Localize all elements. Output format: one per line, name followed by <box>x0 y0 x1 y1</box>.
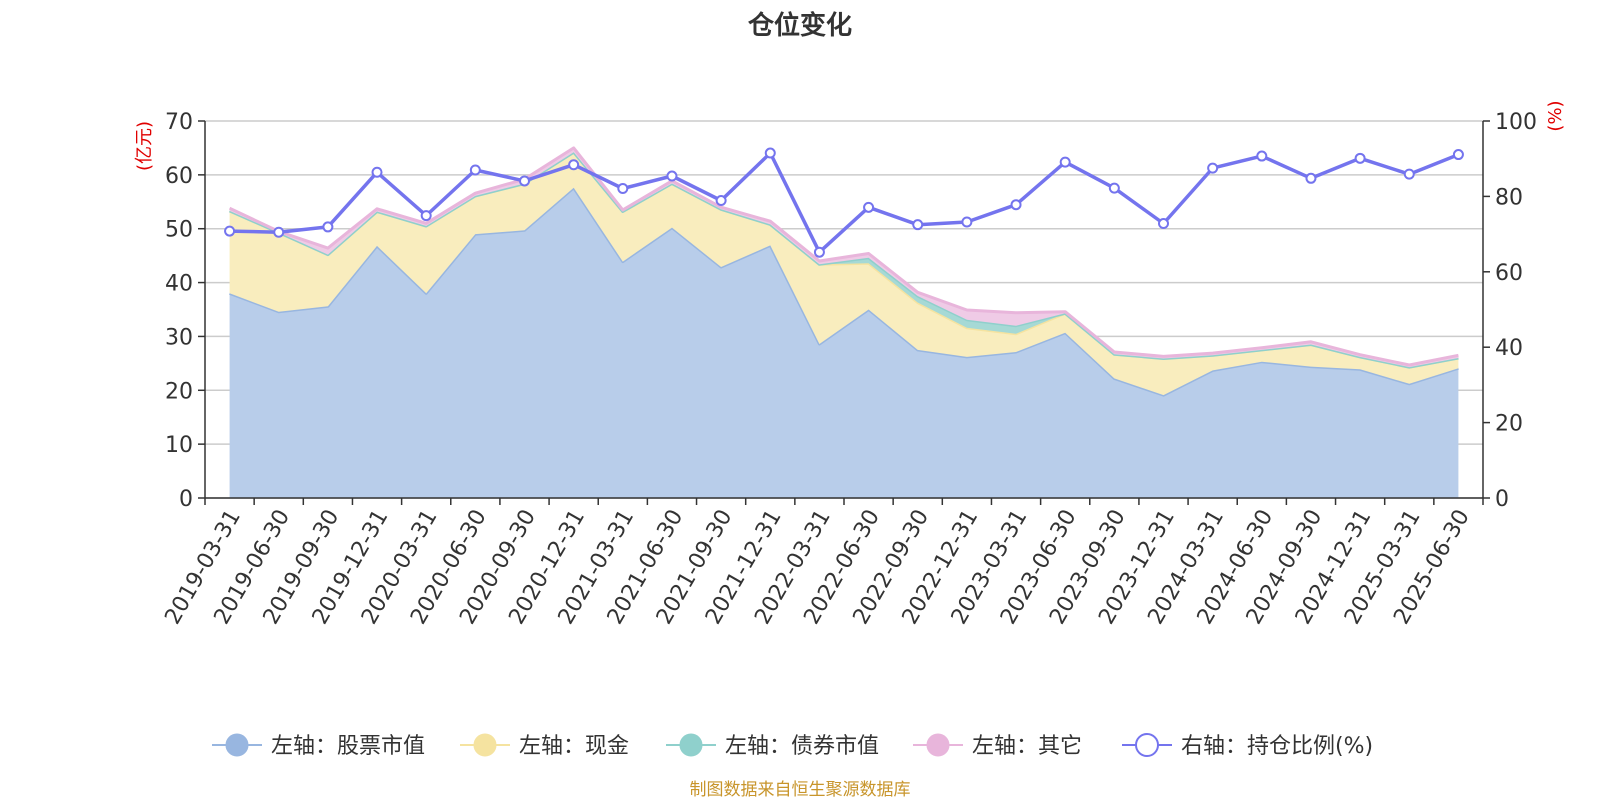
ratio-point <box>224 225 236 237</box>
legend-marker <box>926 733 950 757</box>
right-axis-tick-label: 80 <box>1495 185 1523 210</box>
ratio-point <box>1059 156 1071 168</box>
ratio-point <box>1256 150 1268 162</box>
ratio-point <box>469 164 481 176</box>
legend-label: 左轴：债券市值 <box>725 734 879 759</box>
area-edge-3 <box>228 146 1459 367</box>
legend-marker <box>473 733 497 757</box>
ratio-point <box>1403 168 1415 180</box>
stacked-areas <box>228 146 1459 499</box>
left-axis-unit: (亿元) <box>134 121 155 171</box>
left-axis-tick-label: 70 <box>165 110 193 135</box>
legend-label: 左轴：股票市值 <box>271 734 425 759</box>
ratio-point <box>863 201 875 213</box>
legend-label: 左轴：现金 <box>519 734 629 759</box>
ratio-point <box>420 210 432 222</box>
ratio-point <box>519 175 530 187</box>
ratio-point <box>273 226 285 238</box>
ratio-point <box>322 221 334 233</box>
right-axis-tick-label: 20 <box>1495 412 1523 437</box>
ratio-point <box>813 246 825 258</box>
ratio-point <box>1354 152 1366 164</box>
legend-marker <box>1135 733 1159 757</box>
right-axis-unit: (%) <box>1545 100 1566 131</box>
left-axis-tick-label: 30 <box>165 325 193 350</box>
right-axis-tick-label: 40 <box>1495 336 1523 361</box>
ratio-point <box>666 170 678 182</box>
left-axis-tick-label: 60 <box>165 164 193 189</box>
ratio-point <box>568 159 580 171</box>
ratio-point <box>1158 218 1169 230</box>
left-axis-tick-label: 10 <box>165 433 193 458</box>
legend-label: 右轴：持仓比例(%) <box>1181 734 1373 759</box>
ratio-point <box>1010 199 1022 211</box>
ratio-point <box>1452 149 1464 161</box>
left-axis-tick-label: 40 <box>165 272 193 297</box>
legend-marker <box>225 733 249 757</box>
right-axis-tick-label: 60 <box>1495 261 1523 286</box>
right-axis-tick-label: 0 <box>1495 487 1509 512</box>
ratio-point <box>617 182 629 194</box>
area-1 <box>229 152 1459 396</box>
left-axis-tick-label: 0 <box>179 487 193 512</box>
legend: 左轴：股票市值 左轴：现金 左轴：债券市值 左轴：其它 右轴：持仓比例(%) <box>212 733 1373 759</box>
left-axis-tick-label: 20 <box>165 379 193 404</box>
left-axis-tick-label: 50 <box>165 218 193 243</box>
legend-marker <box>679 733 703 757</box>
legend-label: 左轴：其它 <box>972 734 1082 759</box>
ratio-point <box>1305 172 1317 184</box>
ratio-point <box>764 147 776 159</box>
holding-ratio-line <box>224 147 1464 258</box>
area-0 <box>229 187 1459 499</box>
source-note: 制图数据来自恒生聚源数据库 <box>690 780 911 800</box>
right-axis-tick-label: 100 <box>1495 110 1537 135</box>
chart-title: 仓位变化 <box>747 10 852 41</box>
ratio-point <box>715 195 727 207</box>
ratio-point <box>371 166 383 178</box>
ratio-point <box>1207 162 1219 174</box>
ratio-line-path <box>229 151 1460 254</box>
ratio-point <box>1108 182 1120 194</box>
ratio-point <box>912 219 924 231</box>
ratio-point <box>961 216 973 228</box>
